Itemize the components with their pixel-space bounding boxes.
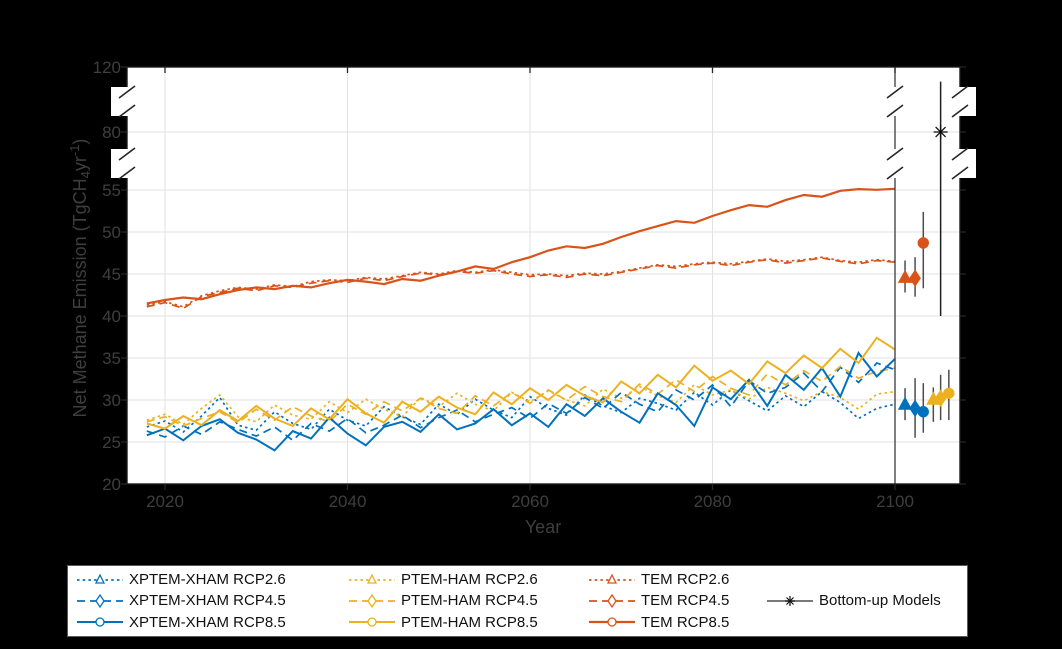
series-line-xptem_rcp85 [146,351,896,452]
series-line-tem_rcp26 [146,256,896,308]
legend-marker-triangle [94,573,106,584]
legend-marker-diamond [607,593,617,609]
marker-circle [917,406,929,418]
y-tick-label: 55 [102,181,121,200]
axis-break-slash [886,147,904,161]
legend-line-sample-dashed [77,593,123,609]
legend-marker-circle [367,617,377,627]
axis-break [111,87,137,116]
marker-diamond [909,269,921,287]
series-line-tem_rcp45 [146,257,896,310]
series-line-xptem_rcp45 [146,362,896,442]
x-tick-label: 2040 [329,492,367,511]
legend-entry-ptem_rcp45[interactable]: PTEM-HAM RCP4.5 [348,592,588,609]
axis-break [111,149,137,178]
axis-break-slash [886,104,904,118]
series-line-tem_rcp85 [146,187,896,305]
legend-marker-asterisk [786,597,794,605]
legend-label: PTEM-HAM RCP8.5 [401,613,538,631]
x-tick-label: 2100 [876,492,914,511]
x-axis-label: Year [525,517,561,537]
marker-triangle [897,396,913,410]
legend-entry-ptem_rcp26[interactable]: PTEM-HAM RCP2.6 [348,571,588,588]
marker-asterisk [935,126,947,138]
chart-legend: XPTEM-XHAM RCP2.6 XPTEM-XHAM RCP4.5 XPTEM-… [67,565,968,637]
legend-entry-tem_rcp45[interactable]: TEM RCP4.5 [588,592,766,609]
y-tick-label: 50 [102,223,121,242]
legend-entry-tem_rcp26[interactable]: TEM RCP2.6 [588,571,766,588]
y-tick-label: 40 [102,307,121,326]
axis-break [950,87,976,116]
legend-label: PTEM-HAM RCP2.6 [401,571,538,589]
legend-label: Bottom-up Models [819,592,941,610]
axis-break-slash [951,104,969,118]
y-tick-label: 30 [102,391,121,410]
legend-line-sample-solid [349,617,395,627]
legend-entry-ptem_rcp85[interactable]: PTEM-HAM RCP8.5 [348,614,588,631]
legend-line-sample-solid [589,617,635,627]
marker-triangle [897,269,913,283]
legend-marker-triangle [366,573,378,584]
y-tick-label: 20 [102,475,121,494]
legend-label: TEM RCP2.6 [641,571,730,589]
axis-break-slash [118,104,136,118]
legend-label: XPTEM-XHAM RCP4.5 [129,592,286,610]
legend-label: TEM RCP4.5 [641,592,730,610]
legend-line-sample-dashed [349,593,395,609]
x-tick-label: 2060 [511,492,549,511]
legend-line-sample-solid [77,617,123,627]
legend-line-sample-solid [767,595,813,606]
legend-label: XPTEM-XHAM RCP8.5 [129,613,286,631]
y-tick-label: 25 [102,433,121,452]
axis-break-slash [886,166,904,180]
legend-line-sample-dashed [589,593,635,609]
legend-marker-circle [95,617,105,627]
legend-marker-diamond [367,593,377,609]
legend-line-sample-dotted [349,573,395,584]
legend-label: TEM RCP8.5 [641,613,730,631]
y-axis-label: Net Methane Emission (TgCH4yr-1) [67,139,93,418]
series-line-ptem_rcp85 [146,336,896,430]
axis-break-slash [951,166,969,180]
legend-entry-xptem_rcp45[interactable]: XPTEM-XHAM RCP4.5 [76,592,348,609]
axis-break-slash [118,85,136,99]
axis-break-slash [951,147,969,161]
legend-marker-triangle [606,573,618,584]
legend-label: PTEM-HAM RCP4.5 [401,592,538,610]
axes-frame [126,66,961,485]
axis-break-slash [118,147,136,161]
axis-break-slash [886,85,904,99]
y-tick-label: 80 [102,123,121,142]
legend-line-sample-dotted [77,573,123,584]
marker-circle [917,237,929,249]
x-tick-label: 2080 [694,492,732,511]
legend-marker-diamond [95,593,105,609]
axis-break-slash [951,85,969,99]
legend-entry-xptem_rcp26[interactable]: XPTEM-XHAM RCP2.6 [76,571,348,588]
y-tick-label: 35 [102,349,121,368]
methane-emission-chart: 20 25 30 35 40 45 50 55 80 120 2020 2040 2060 2080 210… [67,58,976,537]
legend-entry-xptem_rcp85[interactable]: XPTEM-XHAM RCP8.5 [76,614,348,631]
y-tick-label: 45 [102,265,121,284]
series-line-ptem_rcp26 [146,383,896,426]
axis-break [950,149,976,178]
legend-label: XPTEM-XHAM RCP2.6 [129,571,286,589]
marker-circle [943,387,955,399]
legend-line-sample-dotted [589,573,635,584]
marker-diamond [909,399,921,418]
axis-break-slash [118,166,136,180]
x-tick-label: 2020 [146,492,184,511]
legend-entry-tem_rcp85[interactable]: TEM RCP8.5 [588,614,766,631]
legend-marker-circle [607,617,617,627]
series-line-ptem_rcp45 [146,365,896,427]
legend-entry-bottom_up[interactable]: Bottom-up Models [766,592,963,609]
y-tick-label: 120 [93,58,121,77]
